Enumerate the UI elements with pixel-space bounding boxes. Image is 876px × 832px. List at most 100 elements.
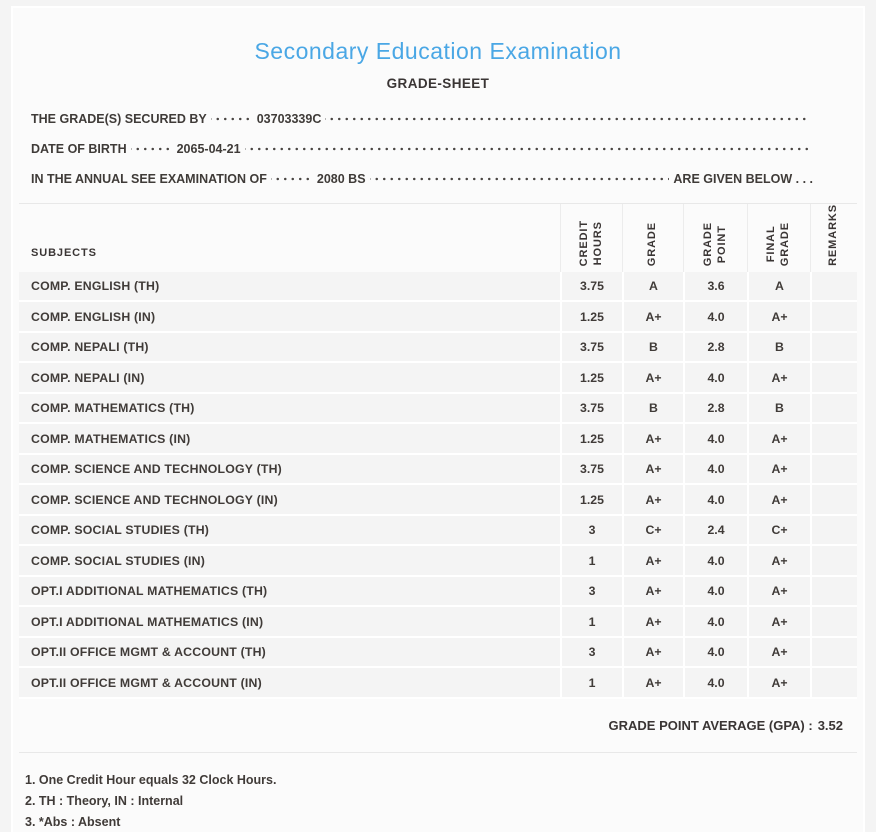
final-grade-cell: A+: [747, 302, 810, 333]
remarks-cell: [810, 393, 857, 425]
grade-point-cell: 2.8: [683, 332, 747, 364]
subject-cell: COMP. SCIENCE AND TECHNOLOGY (IN): [19, 485, 560, 516]
gpa-label: GRADE POINT AVERAGE (GPA) :: [608, 717, 813, 733]
grade-cell: A+: [622, 607, 683, 638]
subject-cell: COMP. ENGLISH (TH): [19, 271, 560, 303]
date-of-birth-line: DATE OF BIRTH 2065-04-21: [31, 134, 813, 164]
grade-point-cell: 4.0: [683, 576, 747, 608]
grade-point-cell: 4.0: [683, 485, 747, 516]
final-grade-cell: A: [747, 271, 810, 303]
subject-cell: COMP. ENGLISH (IN): [19, 302, 560, 333]
gradesheet-panel: Secondary Education Examination GRADE-SH…: [11, 6, 865, 832]
remarks-cell: [810, 424, 857, 455]
final-grade-cell: B: [747, 393, 810, 425]
credit-hours-cell: 3: [560, 576, 622, 608]
credit-hours-cell: 1.25: [560, 485, 622, 516]
are-given-below-text: ARE GIVEN BELOW . . .: [673, 172, 813, 186]
subject-cell: COMP. MATHEMATICS (IN): [19, 424, 560, 455]
grade-point-cell: 4.0: [683, 668, 747, 699]
table-row: COMP. MATHEMATICS (TH) 3.75 B 2.8 B: [19, 393, 857, 425]
remarks-cell: [810, 271, 857, 303]
dot-leader: [130, 142, 173, 156]
grade-point-cell: 4.0: [683, 363, 747, 394]
final-grade-cell: A+: [747, 668, 810, 699]
symbol-number-value: 03703339C: [256, 112, 322, 126]
grade-cell: A+: [622, 668, 683, 699]
grade-point-cell: 3.6: [683, 271, 747, 303]
subject-cell: OPT.I ADDITIONAL MATHEMATICS (IN): [19, 607, 560, 638]
remarks-cell: [810, 515, 857, 547]
final-grade-cell: A+: [747, 424, 810, 455]
date-of-birth-label: DATE OF BIRTH: [31, 142, 127, 156]
final-grade-cell: A+: [747, 546, 810, 577]
remarks-cell: [810, 668, 857, 699]
credit-hours-cell: 3: [560, 637, 622, 669]
subject-cell: COMP. NEPALI (IN): [19, 363, 560, 394]
note-abs: 3. *Abs : Absent: [25, 814, 121, 829]
final-grade-cell: A+: [747, 637, 810, 669]
subject-cell: COMP. SCIENCE AND TECHNOLOGY (TH): [19, 454, 560, 486]
subject-cell: COMP. NEPALI (TH): [19, 332, 560, 364]
table-row: COMP. SCIENCE AND TECHNOLOGY (TH) 3.75 A…: [19, 454, 857, 486]
column-header-grade-point: GRADE POINT: [683, 204, 747, 272]
grade-cell: A+: [622, 485, 683, 516]
grade-cell: A+: [622, 576, 683, 608]
dot-leader: [369, 172, 670, 186]
remarks-cell: [810, 485, 857, 516]
remarks-cell: [810, 332, 857, 364]
dot-leader: [270, 172, 313, 186]
grade-cell: C+: [622, 515, 683, 547]
remarks-cell: [810, 607, 857, 638]
remarks-cell: [810, 637, 857, 669]
credit-hours-cell: 1: [560, 607, 622, 638]
table-row: COMP. SOCIAL STUDIES (TH) 3 C+ 2.4 C+: [19, 515, 857, 547]
credit-hours-cell: 1.25: [560, 302, 622, 333]
candidate-info: THE GRADE(S) SECURED BY 03703339C DATE O…: [19, 104, 857, 194]
table-row: COMP. NEPALI (IN) 1.25 A+ 4.0 A+: [19, 363, 857, 394]
credit-hours-cell: 1.25: [560, 424, 622, 455]
table-row: COMP. SCIENCE AND TECHNOLOGY (IN) 1.25 A…: [19, 485, 857, 516]
table-row: COMP. ENGLISH (IN) 1.25 A+ 4.0 A+: [19, 302, 857, 333]
table-row: OPT.II OFFICE MGMT & ACCOUNT (TH) 3 A+ 4…: [19, 637, 857, 669]
column-header-remarks: REMARKS: [810, 204, 857, 272]
grade-cell: A+: [622, 637, 683, 669]
final-grade-cell: A+: [747, 607, 810, 638]
grade-table: SUBJECTS CREDIT HOURS GRADE GRADE POINT …: [19, 203, 857, 699]
final-grade-cell: A+: [747, 485, 810, 516]
grade-point-cell: 4.0: [683, 454, 747, 486]
table-row: COMP. ENGLISH (TH) 3.75 A 3.6 A: [19, 271, 857, 303]
subject-cell: COMP. SOCIAL STUDIES (IN): [19, 546, 560, 577]
grade-table-header-row: SUBJECTS CREDIT HOURS GRADE GRADE POINT …: [19, 204, 857, 272]
subject-cell: COMP. MATHEMATICS (TH): [19, 393, 560, 425]
dot-leader: [210, 112, 253, 126]
grade-cell: A+: [622, 302, 683, 333]
examination-year-label: IN THE ANNUAL SEE EXAMINATION OF: [31, 172, 267, 186]
column-header-credit-hours: CREDIT HOURS: [560, 204, 622, 272]
column-header-final-grade: FINAL GRADE: [747, 204, 810, 272]
gpa-value: 3.52: [817, 717, 843, 733]
final-grade-cell: B: [747, 332, 810, 364]
column-header-grade: GRADE: [622, 204, 683, 272]
credit-hours-cell: 3.75: [560, 271, 622, 303]
remarks-cell: [810, 363, 857, 394]
dot-leader: [244, 142, 809, 156]
table-row: COMP. NEPALI (TH) 3.75 B 2.8 B: [19, 332, 857, 364]
grade-cell: B: [622, 332, 683, 364]
grades-secured-by-line: THE GRADE(S) SECURED BY 03703339C: [31, 104, 813, 134]
grade-cell: A+: [622, 424, 683, 455]
column-header-subjects: SUBJECTS: [19, 204, 560, 272]
subject-cell: OPT.II OFFICE MGMT & ACCOUNT (IN): [19, 668, 560, 699]
dot-leader: [325, 112, 809, 126]
grade-cell: A+: [622, 454, 683, 486]
examination-year-value: 2080 BS: [316, 172, 366, 186]
grade-cell: A+: [622, 546, 683, 577]
final-grade-cell: A+: [747, 454, 810, 486]
page-subtitle: GRADE-SHEET: [386, 76, 490, 91]
subject-cell: OPT.I ADDITIONAL MATHEMATICS (TH): [19, 576, 560, 608]
remarks-cell: [810, 576, 857, 608]
remarks-cell: [810, 302, 857, 333]
grade-cell: A: [622, 271, 683, 303]
grade-point-cell: 4.0: [683, 637, 747, 669]
table-row: OPT.II OFFICE MGMT & ACCOUNT (IN) 1 A+ 4…: [19, 668, 857, 699]
